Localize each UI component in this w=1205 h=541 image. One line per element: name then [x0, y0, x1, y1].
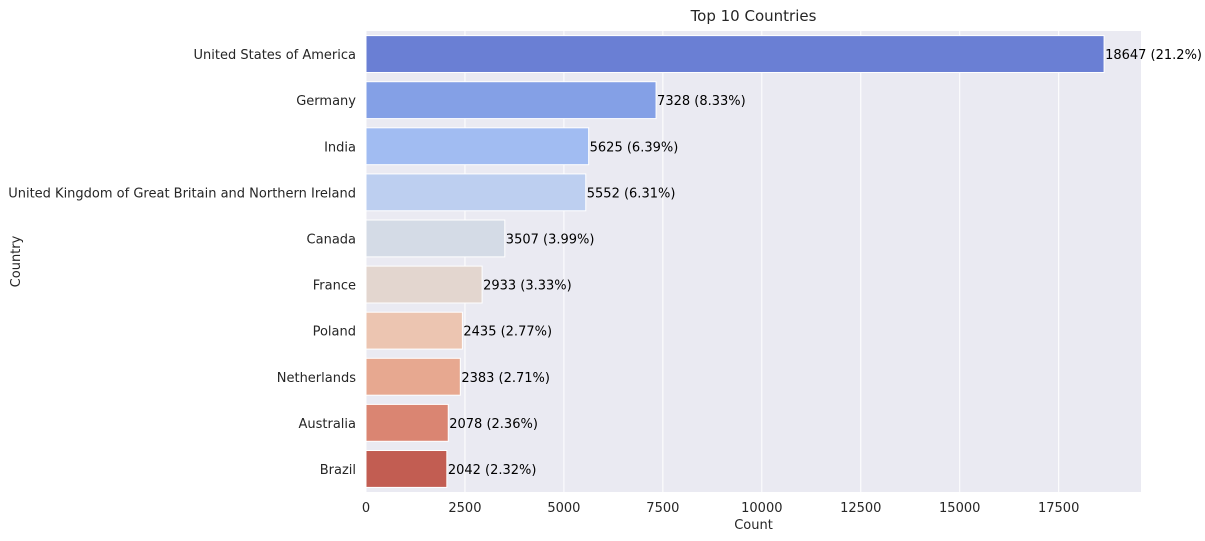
y-tick-label: France — [313, 279, 356, 294]
y-tick-label: Brazil — [320, 463, 356, 478]
data-label: 5625 (6.39%) — [590, 140, 679, 155]
y-tick-label: Germany — [296, 94, 356, 109]
data-label: 2042 (2.32%) — [448, 463, 537, 478]
x-tick-label: 17500 — [1038, 501, 1079, 516]
data-label: 3507 (3.99%) — [506, 232, 595, 247]
x-tick-label: 7500 — [646, 501, 679, 516]
x-tick-label: 10000 — [741, 501, 782, 516]
bar — [365, 311, 463, 350]
bar — [365, 450, 448, 488]
y-axis-label: Country — [9, 235, 24, 287]
bar — [365, 219, 506, 258]
data-label: 18647 (21.2%) — [1105, 48, 1202, 63]
y-tick-label: India — [324, 140, 356, 155]
bar — [365, 403, 449, 442]
x-tick-label: 0 — [362, 501, 370, 516]
y-tick-label: Australia — [298, 417, 356, 432]
bar — [365, 357, 461, 396]
data-labels: 18647 (21.2%) 7328 (8.33%) 5625 (6.39%) 555… — [448, 48, 1202, 478]
y-tick-label: United Kingdom of Great Britain and Nort… — [8, 186, 356, 201]
data-label: 2435 (2.77%) — [463, 325, 552, 340]
bar — [365, 265, 483, 304]
bar — [365, 81, 657, 120]
y-tick-label: Poland — [313, 325, 356, 340]
bar — [365, 173, 587, 212]
data-label: 5552 (6.31%) — [587, 186, 676, 201]
x-tick-label: 5000 — [547, 501, 580, 516]
bar — [365, 127, 590, 166]
y-tick-label: United States of America — [194, 48, 356, 63]
x-tick-label: 12500 — [840, 501, 881, 516]
y-tick-label: Netherlands — [277, 371, 356, 386]
y-tick-labels: United States of America Germany India Unit… — [8, 48, 356, 478]
x-tick-labels: 0 2500 5000 7500 10000 12500 15000 17500 — [362, 501, 1079, 516]
bars — [365, 35, 1105, 488]
x-tick-label: 2500 — [448, 501, 481, 516]
x-tick-label: 15000 — [939, 501, 980, 516]
bar — [365, 35, 1105, 73]
y-tick-label: Canada — [307, 232, 356, 247]
data-label: 7328 (8.33%) — [657, 94, 746, 109]
chart-title: Top 10 Countries — [690, 7, 817, 25]
data-label: 2078 (2.36%) — [449, 417, 538, 432]
data-label: 2383 (2.71%) — [461, 371, 550, 386]
x-axis-label: Count — [734, 518, 773, 533]
data-label: 2933 (3.33%) — [483, 279, 572, 294]
